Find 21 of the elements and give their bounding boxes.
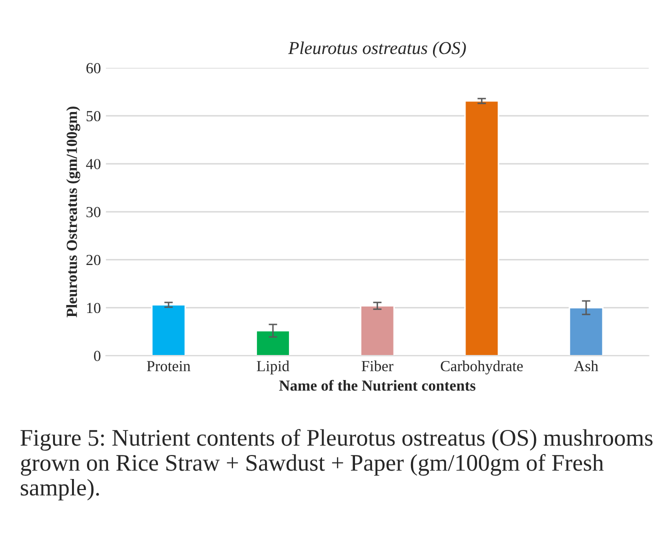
bar [568, 307, 604, 356]
bar [256, 330, 290, 356]
y-tick-label: 20 [86, 254, 100, 266]
bar [360, 305, 395, 356]
bar [151, 304, 186, 356]
y-axis-title: Pleurotus Ostreatus (gm/100gm) [66, 106, 80, 318]
x-tick-label: Ash [574, 360, 598, 372]
chart-title: Pleurotus ostreatus (OS) [288, 41, 466, 58]
y-tick-label: 40 [86, 158, 100, 170]
x-tick-label: Fiber [362, 360, 394, 372]
x-axis-title: Name of the Nutrient contents [279, 380, 476, 391]
x-tick-label: Protein [146, 361, 190, 372]
bar [464, 100, 500, 356]
x-tick-label: Lipid [256, 360, 290, 374]
y-tick-label: 30 [86, 206, 100, 218]
caption: Figure 5: Nutrient contents of Pleurotus ostreatus (OS) mushrooms grown on Rice Straw + Sawdust + Paper (gm/100gm of Fresh sample). [20, 428, 653, 500]
y-tick-label: 10 [87, 302, 100, 314]
y-tick-label: 60 [86, 63, 100, 74]
y-tick-label: 50 [86, 110, 100, 122]
x-tick-label: Carbohydrate [440, 360, 523, 374]
y-tick-label: 0 [94, 350, 100, 362]
